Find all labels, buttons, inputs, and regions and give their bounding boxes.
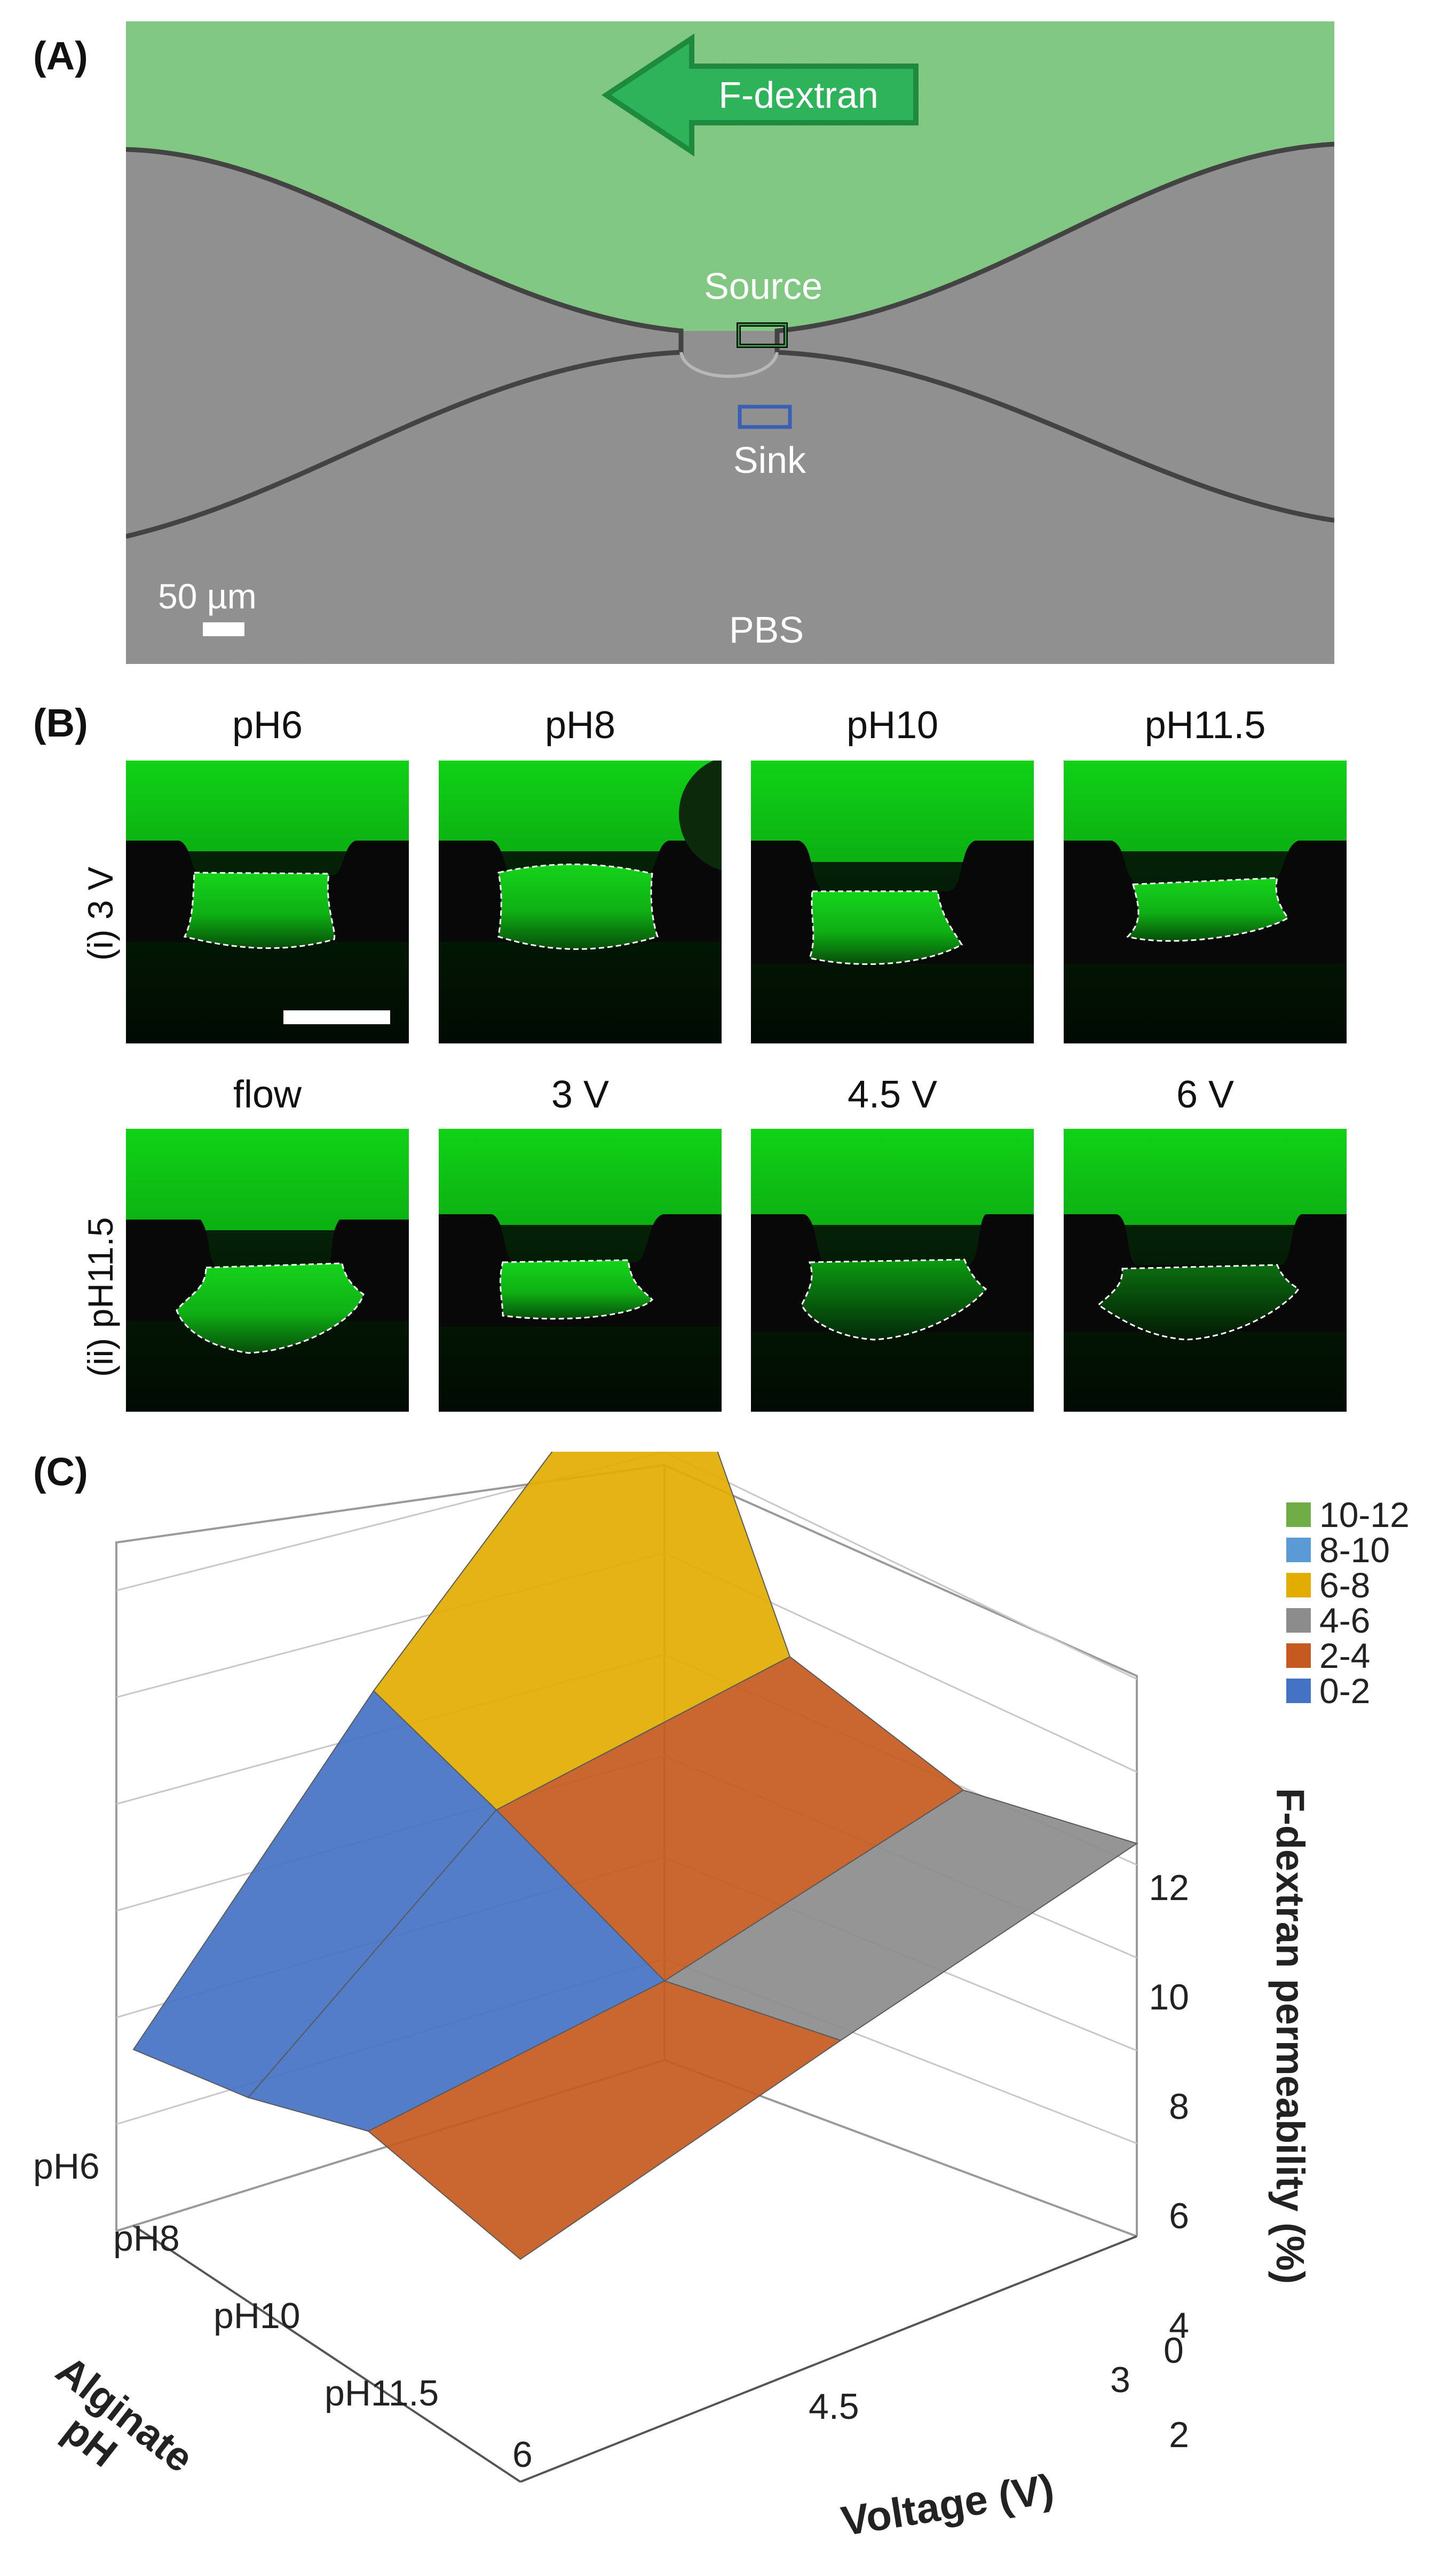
- flow-arrow-icon: [601, 33, 919, 157]
- y-tick-ph8: pH8: [113, 2218, 180, 2259]
- legend-label: 10-12: [1319, 1495, 1410, 1534]
- micrograph-a: F-dextran Source Sink 50 µm PBS: [125, 21, 1335, 664]
- z-tick-2: 2: [1169, 2415, 1189, 2455]
- header-r1-c2: pH8: [544, 704, 616, 747]
- legend-item: 6-8: [1286, 1565, 1446, 1605]
- y-tick-ph11-5: pH11.5: [325, 2373, 439, 2413]
- header-r1-c4: pH11.5: [1144, 704, 1266, 747]
- legend-item: 8-10: [1286, 1530, 1446, 1570]
- legend-swatch: [1286, 1538, 1311, 1562]
- z-tick-zero: 0: [1164, 2330, 1184, 2371]
- panel-a-label: (A): [33, 34, 88, 78]
- z-tick-4: 4: [1169, 2305, 1189, 2346]
- image-r2-c3: [751, 1129, 1034, 1412]
- legend-item: 2-4: [1286, 1636, 1446, 1675]
- legend-item: 0-2: [1286, 1671, 1446, 1711]
- panel-c-label: (C): [33, 1450, 88, 1494]
- header-r2-c4: 6 V: [1176, 1073, 1235, 1116]
- z-axis-title: F-dextran permeability (%): [1268, 1788, 1312, 2284]
- image-r2-c4: [1064, 1129, 1347, 1412]
- legend-label: 2-4: [1319, 1636, 1371, 1675]
- permeability-surface-chart: 12 10 8 6 4 2 0: [115, 1452, 1189, 2483]
- legend-label: 6-8: [1319, 1565, 1371, 1605]
- z-tick-10: 10: [1149, 1977, 1189, 2017]
- row1-label: (i) 3 V: [81, 866, 120, 961]
- pbs-label: PBS: [729, 609, 804, 651]
- source-label: Source: [704, 265, 822, 307]
- image-r2-c2: [439, 1129, 722, 1412]
- header-r2-c3: 4.5 V: [847, 1073, 938, 1116]
- header-r2-c2: 3 V: [551, 1073, 610, 1116]
- image-r1-c2: [439, 761, 722, 1043]
- image-r2-c1: [126, 1129, 409, 1412]
- chart-surface: [132, 1452, 1138, 2260]
- image-r1-c1: [126, 761, 409, 1043]
- gridline: [664, 1452, 1137, 1680]
- chart-floor-axes: [132, 2225, 1137, 2483]
- arrow-label: F-dextran: [718, 74, 879, 116]
- panel-b-label: (B): [33, 701, 88, 745]
- header-r1-c1: pH6: [232, 704, 303, 747]
- legend-swatch: [1286, 1679, 1311, 1703]
- sink-box: [738, 405, 792, 429]
- legend-swatch: [1286, 1643, 1311, 1668]
- row2-label: (ii) pH11.5: [81, 1217, 120, 1377]
- legend-label: 8-10: [1319, 1530, 1390, 1570]
- scale-label: 50 µm: [158, 576, 257, 616]
- legend-swatch: [1286, 1573, 1311, 1597]
- y-tick-ph6: pH6: [33, 2146, 100, 2187]
- scale-bar: [203, 622, 244, 636]
- legend-label: 4-6: [1319, 1601, 1371, 1640]
- legend-swatch: [1286, 1608, 1311, 1633]
- header-r1-c3: pH10: [846, 704, 939, 747]
- x-tick-3: 3: [1110, 2360, 1130, 2400]
- z-tick-6: 6: [1169, 2196, 1189, 2236]
- z-tick-8: 8: [1169, 2086, 1189, 2127]
- image-r1-c4: [1064, 761, 1347, 1043]
- legend-item: 4-6: [1286, 1601, 1446, 1640]
- legend-item: 10-12: [1286, 1495, 1446, 1534]
- legend-swatch: [1286, 1502, 1311, 1527]
- chart-legend: 10-12 8-10 6-8 4-6 2-4 0-2: [1286, 1495, 1446, 1711]
- legend-label: 0-2: [1319, 1671, 1371, 1711]
- surface-patch: [132, 1690, 497, 2099]
- sink-label: Sink: [733, 439, 806, 481]
- z-tick-12: 12: [1149, 1867, 1189, 1908]
- image-r1-c3: [751, 761, 1034, 1043]
- z-axis-tick-labels: 12 10 8 6 4 2 0: [1149, 1867, 1189, 2455]
- x-tick-6: 6: [512, 2434, 533, 2475]
- x-tick-4-5: 4.5: [809, 2386, 859, 2427]
- header-r2-c1: flow: [233, 1073, 302, 1116]
- scale-bar-b: [283, 1010, 390, 1024]
- y-tick-ph10: pH10: [213, 2296, 300, 2336]
- channel-micrograph: F-dextran Source Sink 50 µm PBS: [125, 21, 1335, 664]
